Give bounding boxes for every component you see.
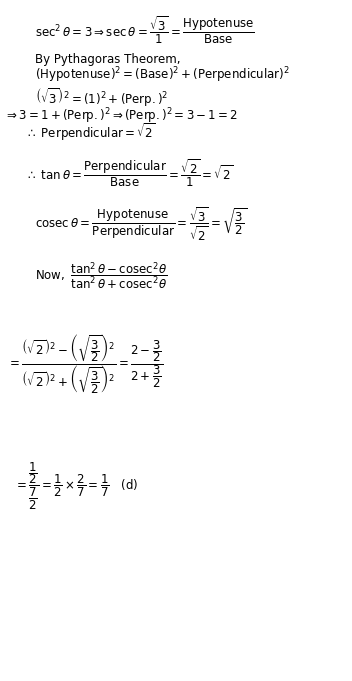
Text: $= \dfrac{\dfrac{1}{2}}{\dfrac{7}{2}} = \dfrac{1}{2}\times\dfrac{2}{7} = \dfrac{: $= \dfrac{\dfrac{1}{2}}{\dfrac{7}{2}} = … <box>14 462 138 512</box>
Text: $\therefore\ \tan\theta = \dfrac{\mathrm{Perpendicular}}{\mathrm{Base}} = \dfrac: $\therefore\ \tan\theta = \dfrac{\mathrm… <box>25 157 233 189</box>
Text: $\mathrm{Now,}\ \dfrac{\tan^2\theta - \mathrm{cosec}^2\theta}{\tan^2\theta + \ma: $\mathrm{Now,}\ \dfrac{\tan^2\theta - \m… <box>35 261 168 292</box>
Text: $=\dfrac{\left(\sqrt{2}\right)^2-\left(\sqrt{\dfrac{3}{2}}\right)^2}{\left(\sqrt: $=\dfrac{\left(\sqrt{2}\right)^2-\left(\… <box>7 333 163 396</box>
Text: $\therefore\ \mathrm{Perpendicular} = \sqrt{2}$: $\therefore\ \mathrm{Perpendicular} = \s… <box>25 121 156 143</box>
Text: By Pythagoras Theorem,: By Pythagoras Theorem, <box>35 53 181 67</box>
Text: $\sec^2\theta = 3 \Rightarrow \sec\theta = \dfrac{\sqrt{3}}{1} = \dfrac{\mathrm{: $\sec^2\theta = 3 \Rightarrow \sec\theta… <box>35 14 255 46</box>
Text: $\Rightarrow 3 = 1 + (\mathrm{Perp.})^2 \Rightarrow (\mathrm{Perp.})^2 = 3 - 1 =: $\Rightarrow 3 = 1 + (\mathrm{Perp.})^2 … <box>4 106 238 125</box>
Text: $(\mathrm{Hypotenuse})^2 = (\mathrm{Base})^2 + (\mathrm{Perpendicular})^2$: $(\mathrm{Hypotenuse})^2 = (\mathrm{Base… <box>35 66 290 85</box>
Text: $\mathrm{cosec}\,\theta = \dfrac{\mathrm{Hypotenuse}}{\mathrm{Perpendicular}} = : $\mathrm{cosec}\,\theta = \dfrac{\mathrm… <box>35 206 247 243</box>
Text: $\left(\sqrt{3}\right)^2 = (1)^2 + (\mathrm{Perp.})^2$: $\left(\sqrt{3}\right)^2 = (1)^2 + (\mat… <box>35 86 169 108</box>
